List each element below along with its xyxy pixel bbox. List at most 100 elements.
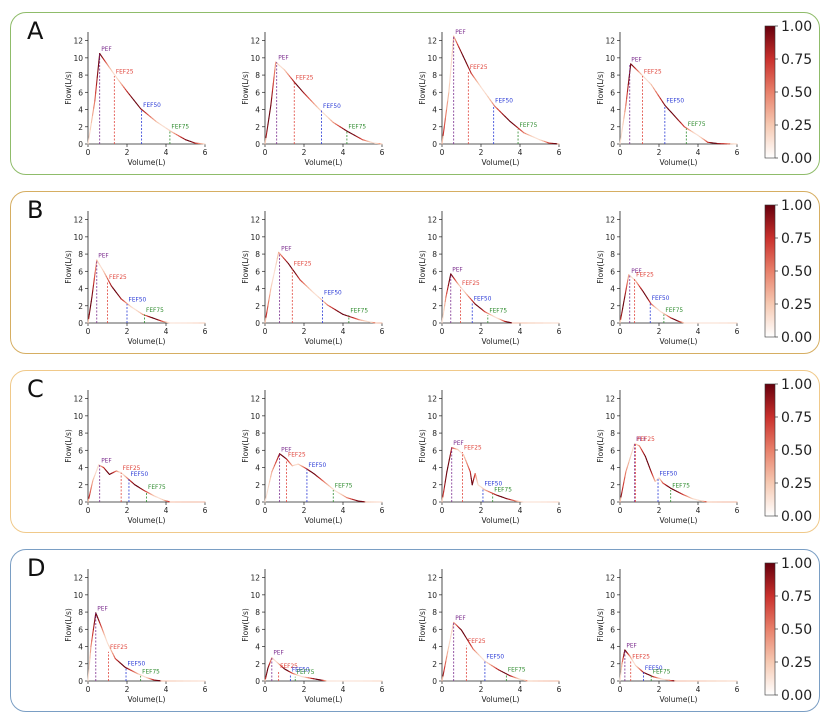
flow-curve-segment bbox=[267, 299, 270, 307]
x-tick-label: 0 bbox=[86, 506, 91, 515]
flow-curve-segment bbox=[466, 639, 470, 644]
flow-curve-segment bbox=[271, 275, 275, 284]
y-tick-label: 4 bbox=[610, 464, 615, 473]
marker-label-fef75: FEF75 bbox=[142, 669, 160, 675]
flow-curve-segment bbox=[657, 94, 661, 99]
y-axis-label: Flow(L/s) bbox=[596, 250, 605, 284]
marker-label-fef50: FEF50 bbox=[292, 668, 310, 674]
flow-curve-segment bbox=[444, 476, 447, 483]
x-axis-label: Volume(L) bbox=[660, 516, 698, 525]
chart-d-3: 0 2 4 6 8 10 12 0 2 4 6 Volume(L) Flow(L/s) PEF FEF25 F… bbox=[418, 569, 562, 704]
y-axis-label: Flow(L/s) bbox=[418, 429, 427, 463]
flow-curve-segment bbox=[447, 281, 450, 287]
x-axis-label: Volume(L) bbox=[128, 158, 166, 167]
x-tick-label: 6 bbox=[735, 327, 740, 336]
flow-curve-segment bbox=[445, 292, 448, 298]
marker-label-fef25: FEF25 bbox=[296, 75, 314, 81]
flow-curve-segment bbox=[626, 90, 629, 99]
flow-curve-segment bbox=[306, 95, 310, 100]
x-axis-label: Volume(L) bbox=[128, 337, 166, 346]
x-tick-label: 0 bbox=[618, 148, 623, 157]
x-axis-label: Volume(L) bbox=[128, 516, 166, 525]
flow-curve-segment bbox=[442, 491, 445, 498]
colorbar-gradient bbox=[764, 204, 776, 338]
y-tick-label: 2 bbox=[432, 302, 437, 311]
y-tick-label: 8 bbox=[432, 429, 437, 438]
marker-label-fef25: FEF25 bbox=[280, 664, 298, 670]
colorbar-tick-label: 0.50 bbox=[781, 264, 812, 280]
marker-label-fef75: FEF75 bbox=[665, 308, 683, 314]
colorbar-gradient bbox=[764, 562, 776, 696]
flow-curve-segment bbox=[95, 76, 98, 86]
flow-curve-segment bbox=[450, 54, 453, 65]
x-tick-label: 4 bbox=[518, 148, 523, 157]
flow-curve-segment bbox=[94, 265, 97, 274]
y-tick-label: 8 bbox=[78, 429, 83, 438]
flow-curve-segment bbox=[623, 296, 626, 303]
flow-curve-segment bbox=[624, 287, 627, 294]
y-tick-label: 6 bbox=[78, 267, 83, 276]
flow-curve-segment bbox=[442, 313, 444, 320]
y-tick-label: 8 bbox=[610, 250, 615, 259]
y-axis-label: Flow(L/s) bbox=[596, 608, 605, 642]
flow-curve-segment bbox=[265, 310, 268, 318]
chart-b-3: 0 2 4 6 8 10 12 0 2 4 6 Volume(L) Flow(L/s) PEF FEF25 F… bbox=[418, 211, 562, 346]
marker-label-pef: PEF bbox=[101, 458, 112, 464]
y-axis-label: Flow(L/s) bbox=[64, 608, 73, 642]
flow-curve-segment bbox=[450, 631, 453, 638]
marker-label-fef75: FEF75 bbox=[297, 670, 315, 676]
flow-curve-segment bbox=[442, 670, 445, 677]
y-tick-label: 10 bbox=[250, 233, 260, 242]
flow-curve-segment bbox=[507, 118, 511, 123]
x-tick-label: 2 bbox=[302, 327, 307, 336]
x-axis-label: Volume(L) bbox=[482, 158, 520, 167]
flow-curve-segment bbox=[491, 102, 496, 107]
flow-curve-segment bbox=[88, 129, 91, 138]
flow-curve-segment bbox=[95, 84, 97, 94]
flow-curve-segment bbox=[145, 112, 149, 116]
flow-curve-segment bbox=[264, 316, 267, 324]
marker-label-fef75: FEF75 bbox=[653, 669, 671, 675]
flow-curve-segment bbox=[274, 61, 277, 70]
flow-curve-segment bbox=[482, 89, 487, 95]
colorbar: 1.00 0.75 0.50 0.25 0.00 bbox=[764, 556, 812, 704]
y-tick-label: 6 bbox=[255, 88, 260, 97]
marker-label-fef25: FEF25 bbox=[116, 69, 134, 75]
flow-curve-segment bbox=[460, 52, 464, 57]
marker-label-pef: PEF bbox=[281, 247, 292, 253]
y-tick-label: 0 bbox=[78, 677, 83, 686]
colorbar-tick-label: 1.00 bbox=[781, 198, 812, 214]
y-tick-label: 0 bbox=[610, 319, 615, 328]
flow-curve-segment bbox=[133, 99, 137, 104]
x-tick-label: 6 bbox=[380, 148, 385, 157]
chart-d-2: 0 2 4 6 8 10 12 0 2 4 6 Volume(L) Flow(L/s) PEF FEF25F… bbox=[241, 569, 385, 704]
y-axis-label: Flow(L/s) bbox=[418, 608, 427, 642]
y-tick-label: 12 bbox=[73, 216, 83, 225]
y-tick-label: 6 bbox=[432, 267, 437, 276]
y-tick-label: 10 bbox=[605, 233, 615, 242]
y-tick-label: 6 bbox=[78, 446, 83, 455]
x-tick-label: 2 bbox=[479, 148, 484, 157]
y-tick-label: 2 bbox=[78, 302, 83, 311]
flow-curve-segment bbox=[443, 117, 446, 128]
flow-curve-segment bbox=[265, 130, 268, 139]
flow-curve-segment bbox=[264, 496, 267, 503]
flow-curve-segment bbox=[275, 257, 278, 265]
flow-curve-segment bbox=[451, 626, 454, 633]
chart-d-4: 0 2 4 6 8 10 12 0 2 4 6 Volume(L) Flow(L/s) PEF FEF25 F… bbox=[596, 569, 740, 704]
y-tick-label: 0 bbox=[78, 498, 83, 507]
flow-curve-segment bbox=[620, 311, 623, 317]
y-tick-label: 12 bbox=[73, 395, 83, 404]
y-tick-label: 8 bbox=[610, 608, 615, 617]
x-axis-label: Volume(L) bbox=[482, 516, 520, 525]
flow-curve-segment bbox=[622, 304, 624, 310]
x-tick-label: 0 bbox=[263, 506, 268, 515]
x-tick-label: 6 bbox=[735, 148, 740, 157]
flow-curve-segment bbox=[443, 305, 446, 311]
flow-curve-segment bbox=[446, 467, 449, 473]
y-tick-label: 12 bbox=[605, 216, 615, 225]
flow-curve-segment bbox=[272, 75, 275, 85]
y-axis-label: Flow(L/s) bbox=[596, 71, 605, 105]
